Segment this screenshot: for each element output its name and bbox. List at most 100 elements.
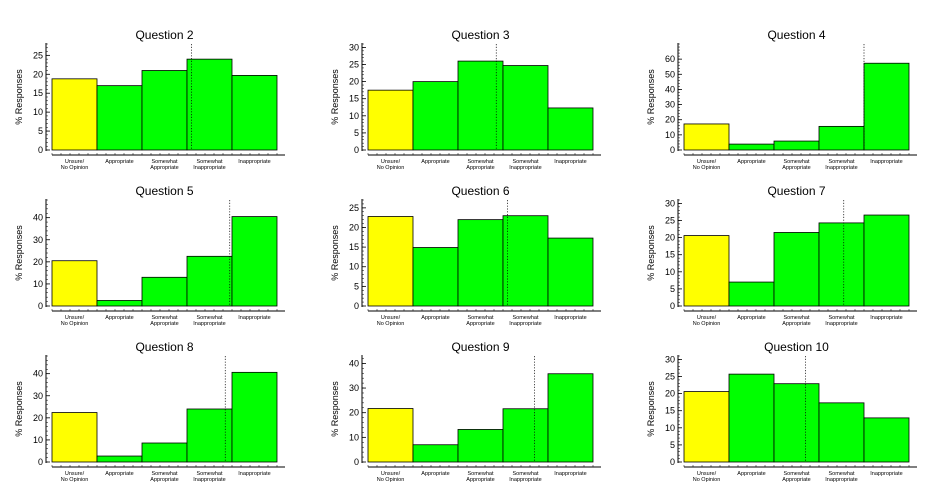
category-label: Inappropriate [825, 321, 857, 327]
y-tick-label: 20 [349, 408, 359, 418]
chart-9: Question 10 % Responses 0 5 10 15 20 25 30 Unsure… [646, 340, 917, 483]
category-label: Appropriate [421, 471, 449, 477]
chart-3: Question 4 % Responses 0 10 20 30 40 50 60 Unsure… [646, 28, 917, 171]
category-label: Somewhat [197, 471, 223, 477]
category-label: Appropriate [105, 315, 133, 321]
category-label: Inappropriate [554, 315, 586, 321]
category-label: Somewhat [468, 471, 494, 477]
bar [367, 216, 414, 307]
y-axis-label: % Responses [646, 69, 656, 125]
y-tick-label: 25 [33, 50, 43, 60]
bar [141, 442, 188, 463]
y-tick-label: 0 [354, 457, 359, 467]
chart-7: Question 8 % Responses 0 10 20 30 40 Unsure/No … [14, 340, 285, 483]
chart-title: Question 3 [451, 28, 509, 42]
category-label: Inappropriate [193, 477, 225, 483]
bar [96, 455, 143, 463]
category-label: No Opinion [693, 165, 721, 171]
y-tick-label: 20 [33, 69, 43, 79]
category-label: Appropriate [150, 321, 178, 327]
y-axis-label: % Responses [646, 225, 656, 281]
y-tick-label: 40 [349, 358, 359, 368]
bar [231, 216, 278, 307]
category-label: Inappropriate [193, 165, 225, 171]
category-label: Inappropriate [870, 471, 902, 477]
y-tick-label: 5 [38, 126, 43, 136]
y-tick-label: 0 [670, 301, 675, 311]
category-label: Unsure/ [65, 471, 85, 477]
chart-8: Question 9 % Responses 0 10 20 30 40 Unsure/No … [330, 340, 601, 483]
category-label: Inappropriate [554, 471, 586, 477]
y-tick-label: 10 [349, 432, 359, 442]
bar [186, 408, 233, 463]
chart-5: Question 6 % Responses 0 5 10 15 20 25 Unsure/No… [330, 184, 601, 327]
bar [818, 125, 865, 151]
y-tick-label: 10 [665, 130, 675, 140]
bar [547, 107, 594, 151]
y-tick-label: 0 [38, 301, 43, 311]
category-label: Appropriate [150, 165, 178, 171]
category-label: Somewhat [829, 471, 855, 477]
chart-1: Question 2 % Responses 0 5 10 15 20 25 Unsure/No… [14, 28, 285, 171]
bar [773, 232, 820, 307]
y-tick-label: 25 [665, 372, 675, 382]
category-label: Inappropriate [554, 159, 586, 165]
category-label: Appropriate [737, 471, 765, 477]
y-tick-label: 60 [665, 54, 675, 64]
bar [863, 62, 910, 151]
category-label: Inappropriate [238, 159, 270, 165]
chart-title: Question 4 [767, 28, 825, 42]
y-tick-label: 40 [665, 84, 675, 94]
category-label: Appropriate [737, 315, 765, 321]
bar [683, 235, 730, 307]
y-tick-label: 30 [665, 100, 675, 110]
chart-title: Question 8 [135, 340, 193, 354]
bar [231, 371, 278, 463]
bar [51, 78, 98, 151]
bar [96, 85, 143, 151]
category-label: Appropriate [782, 321, 810, 327]
category-label: Somewhat [513, 159, 539, 165]
y-tick-label: 5 [354, 281, 359, 291]
chart-title: Question 9 [451, 340, 509, 354]
bar [502, 65, 549, 151]
bar [457, 60, 504, 151]
bar [367, 89, 414, 151]
category-label: No Opinion [61, 477, 89, 483]
category-label: Somewhat [513, 471, 539, 477]
y-axis-label: % Responses [14, 69, 24, 125]
category-label: Appropriate [466, 321, 494, 327]
y-tick-label: 20 [665, 389, 675, 399]
category-label: Appropriate [466, 165, 494, 171]
category-label: No Opinion [377, 321, 405, 327]
y-tick-label: 15 [33, 88, 43, 98]
y-tick-label: 10 [33, 435, 43, 445]
category-label: Somewhat [152, 315, 178, 321]
y-tick-label: 30 [665, 354, 675, 364]
y-tick-label: 40 [33, 213, 43, 223]
bar [818, 222, 865, 307]
y-axis-label: % Responses [330, 381, 340, 437]
y-tick-label: 15 [665, 406, 675, 416]
y-tick-label: 10 [33, 107, 43, 117]
bar [412, 81, 459, 151]
bar [502, 215, 549, 307]
bar [141, 70, 188, 151]
category-label: Inappropriate [238, 471, 270, 477]
category-label: Appropriate [105, 471, 133, 477]
bar [728, 373, 775, 463]
bar [863, 214, 910, 307]
category-label: Inappropriate [193, 321, 225, 327]
category-label: Unsure/ [65, 315, 85, 321]
chart-title: Question 5 [135, 184, 193, 198]
category-label: Somewhat [468, 315, 494, 321]
category-label: Unsure/ [65, 159, 85, 165]
category-label: Inappropriate [509, 321, 541, 327]
y-tick-label: 20 [349, 222, 359, 232]
y-tick-label: 30 [349, 383, 359, 393]
category-label: No Opinion [377, 165, 405, 171]
category-label: Somewhat [513, 315, 539, 321]
bar [186, 255, 233, 307]
y-tick-label: 10 [349, 111, 359, 121]
